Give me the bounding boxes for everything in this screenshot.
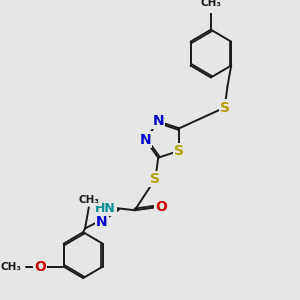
Text: HN: HN (95, 202, 116, 215)
Text: S: S (150, 172, 161, 186)
Text: O: O (34, 260, 46, 274)
Text: N: N (96, 215, 108, 229)
Text: N: N (152, 114, 164, 128)
Text: S: S (174, 144, 184, 158)
Text: O: O (155, 200, 167, 214)
Text: S: S (220, 100, 230, 115)
Text: CH₃: CH₃ (78, 195, 99, 205)
Text: N: N (140, 133, 151, 146)
Text: CH₃: CH₃ (1, 262, 22, 272)
Text: CH₃: CH₃ (200, 0, 221, 8)
